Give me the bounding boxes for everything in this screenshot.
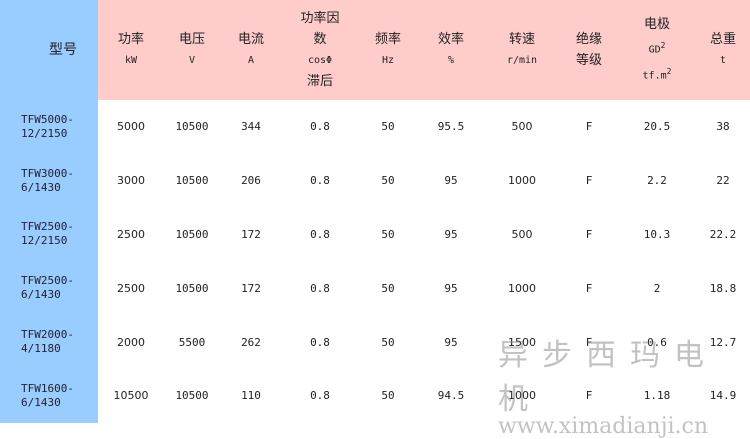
model-name: TFW2500-6/1430 xyxy=(21,274,74,302)
cell-current: 172 xyxy=(241,227,261,241)
cell-power-factor: 0.8 xyxy=(310,174,330,188)
cell-model: TFW2500-12/2150 xyxy=(0,207,98,262)
cell-power-factor: 0.8 xyxy=(310,389,330,403)
cell-model: TFW1600-6/1430 xyxy=(0,368,98,423)
cell-current: 262 xyxy=(241,335,261,349)
cell-insulation: F xyxy=(585,335,593,349)
cell-frequency: 50 xyxy=(381,335,395,349)
cell-efficiency: 94.5 xyxy=(437,389,465,403)
cell-current: 172 xyxy=(241,281,261,295)
cell-voltage: 10500 xyxy=(175,174,209,188)
cell-gd2: 20.5 xyxy=(643,120,671,134)
cell-gd2: 2 xyxy=(653,281,661,295)
model-name: TFW3000-6/1430 xyxy=(21,166,74,194)
cell-current: 206 xyxy=(241,174,261,188)
cell-voltage: 10500 xyxy=(175,281,209,295)
header-efficiency: 效率% xyxy=(418,0,484,100)
cell-current: 110 xyxy=(241,389,261,403)
cell-power-factor: 0.8 xyxy=(310,120,330,134)
header-gd2: 电极 GD2 tf.m2 xyxy=(618,0,696,100)
cell-voltage: 5500 xyxy=(178,335,206,349)
cell-gd2: 10.3 xyxy=(643,227,671,241)
cell-model: TFW5000-12/2150 xyxy=(0,100,98,154)
cell-voltage: 10500 xyxy=(175,227,209,241)
cell-efficiency: 95.5 xyxy=(437,120,465,134)
cell-power: 2500 xyxy=(117,281,145,295)
header-frequency: 频率 Hz xyxy=(358,0,418,100)
model-name: TFW2000-4/1180 xyxy=(21,328,74,356)
cell-power: 2000 xyxy=(117,335,145,349)
cell-speed: 1500 xyxy=(508,335,536,349)
table-row: TFW2000-4/1180 2000 5500 262 0.8 50 95 1500 F 0.6… xyxy=(0,315,750,369)
header-current: 电流 A xyxy=(220,0,282,100)
cell-insulation: F xyxy=(585,120,593,134)
cell-weight: 12.7 xyxy=(709,335,737,349)
cell-power: 2500 xyxy=(117,227,145,241)
cell-model: TFW3000-6/1430 xyxy=(0,153,98,208)
cell-weight: 38 xyxy=(716,120,730,134)
table-row: TFW1600-6/1430 10500 10500 110 0.8 50 94.5 1000… xyxy=(0,368,750,423)
cell-speed: 1000 xyxy=(508,174,536,188)
cell-speed: 500 xyxy=(511,120,533,134)
model-name: TFW1600-6/1430 xyxy=(21,381,74,409)
cell-speed: 1000 xyxy=(508,281,536,295)
cell-frequency: 50 xyxy=(381,389,395,403)
cell-power-factor: 0.8 xyxy=(310,227,330,241)
cell-frequency: 50 xyxy=(381,174,395,188)
cell-efficiency: 95 xyxy=(444,227,458,241)
cell-gd2: 0.6 xyxy=(647,335,667,349)
table-row: TFW5000-12/2150 5000 10500 344 0.8 50 95.5 500 F… xyxy=(0,100,750,154)
cell-insulation: F xyxy=(585,227,593,241)
motor-spec-table: 型号 功率 kW 电压 V 电流 A 功率因数 cosΦ 滞后 频率 Hz 效率% 转速 r/… xyxy=(0,0,750,423)
cell-power-factor: 0.8 xyxy=(310,281,330,295)
cell-power: 5000 xyxy=(117,120,145,134)
header-power: 功率 kW xyxy=(98,0,164,100)
model-name: TFW2500-12/2150 xyxy=(21,220,74,248)
cell-weight: 22.2 xyxy=(709,227,737,241)
cell-weight: 14.9 xyxy=(709,389,737,403)
table-row: TFW3000-6/1430 3000 10500 206 0.8 50 95 1000 F 2.… xyxy=(0,153,750,208)
cell-gd2: 1.18 xyxy=(643,389,671,403)
cell-power: 3000 xyxy=(117,174,145,188)
header-row: 型号 功率 kW 电压 V 电流 A 功率因数 cosΦ 滞后 频率 Hz 效率% 转速 r/… xyxy=(0,0,750,100)
cell-model: TFW2500-6/1430 xyxy=(0,261,98,316)
cell-efficiency: 95 xyxy=(444,281,458,295)
header-weight: 总重 t xyxy=(696,0,750,100)
header-speed: 转速 r/min xyxy=(484,0,560,100)
header-model: 型号 xyxy=(0,0,98,100)
table-row: TFW2500-12/2150 2500 10500 172 0.8 50 95 500 F 10… xyxy=(0,207,750,262)
cell-current: 344 xyxy=(241,120,261,134)
table-row: TFW2500-6/1430 2500 10500 172 0.8 50 95 1000 F 2 1… xyxy=(0,261,750,316)
cell-speed: 1000 xyxy=(508,389,536,403)
header-voltage: 电压 V xyxy=(164,0,220,100)
cell-speed: 500 xyxy=(511,227,533,241)
cell-voltage: 10500 xyxy=(175,389,209,403)
cell-power-factor: 0.8 xyxy=(310,335,330,349)
cell-gd2: 2.2 xyxy=(647,174,667,188)
cell-frequency: 50 xyxy=(381,281,395,295)
cell-efficiency: 95 xyxy=(444,174,458,188)
cell-model: TFW2000-4/1180 xyxy=(0,315,98,369)
cell-insulation: F xyxy=(585,174,593,188)
cell-frequency: 50 xyxy=(381,120,395,134)
cell-frequency: 50 xyxy=(381,227,395,241)
cell-weight: 22 xyxy=(716,174,730,188)
header-power-factor: 功率因数 cosΦ 滞后 xyxy=(282,0,358,100)
header-insulation: 绝缘等级 xyxy=(560,0,618,100)
cell-insulation: F xyxy=(585,389,593,403)
model-name: TFW5000-12/2150 xyxy=(21,112,74,140)
cell-weight: 18.8 xyxy=(709,281,737,295)
cell-power: 10500 xyxy=(113,389,149,403)
cell-efficiency: 95 xyxy=(444,335,458,349)
cell-voltage: 10500 xyxy=(175,120,209,134)
cell-insulation: F xyxy=(585,281,593,295)
